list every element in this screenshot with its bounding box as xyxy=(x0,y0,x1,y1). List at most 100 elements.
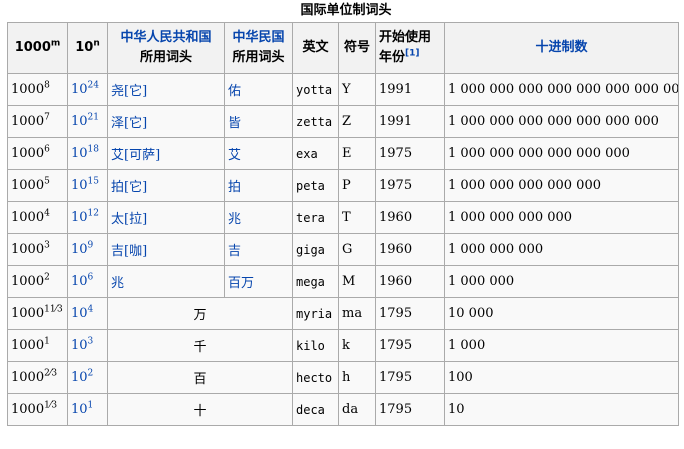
power-1000-cell: 10006 xyxy=(7,137,68,170)
roc-prefix-link[interactable]: 兆 xyxy=(228,212,242,227)
roc-prefix-link[interactable]: 吉 xyxy=(228,244,242,259)
prc-prefix-link[interactable]: 艾[可萨] xyxy=(111,148,161,163)
shared-prefix-cell: 百 xyxy=(107,361,293,394)
power-10-link[interactable]: 104 xyxy=(71,304,94,321)
power-10-link[interactable]: 1021 xyxy=(71,112,99,129)
power-10-cell: 1021 xyxy=(67,105,108,138)
power-10-link[interactable]: 102 xyxy=(71,368,94,385)
power-10-link[interactable]: 101 xyxy=(71,400,94,417)
header-decimal: 十进制数 xyxy=(444,22,679,74)
table-row: 10006 1018 艾[可萨] 艾 exa E 1975 1 000 000 … xyxy=(7,137,679,170)
table-caption: 国际单位制词头 xyxy=(300,3,392,18)
prc-prefix-link[interactable]: 尧[它] xyxy=(111,84,148,99)
prc-link[interactable]: 中华人民共和国 xyxy=(120,30,212,45)
prc-prefix-cell: 艾[可萨] xyxy=(107,137,225,170)
year-cell: 1795 xyxy=(375,393,445,426)
roc-prefix-link[interactable]: 佑 xyxy=(228,84,242,99)
power-1000-cell: 10005 xyxy=(7,169,68,202)
roc-prefix-link[interactable]: 艾 xyxy=(228,148,242,163)
roc-prefix-link[interactable]: 百万 xyxy=(228,276,255,291)
prc-prefix-cell: 太[拉] xyxy=(107,201,225,234)
english-cell: exa xyxy=(292,137,339,170)
prc-prefix-link[interactable]: 拍[它] xyxy=(111,180,148,195)
decimal-cell: 1 000 000 000 000 000 000 xyxy=(444,137,679,170)
year-cell: 1975 xyxy=(375,137,445,170)
roc-prefix-cell: 拍 xyxy=(224,169,293,202)
prc-prefix-link[interactable]: 兆 xyxy=(111,276,125,291)
prc-prefix-cell: 泽[它] xyxy=(107,105,225,138)
power-10-link[interactable]: 109 xyxy=(71,240,94,257)
symbol-cell: Y xyxy=(338,73,376,106)
table-row: 10002⁄3 102 百 hecto h 1795 100 xyxy=(7,361,679,394)
year-cell: 1960 xyxy=(375,201,445,234)
power-10-link[interactable]: 1024 xyxy=(71,80,99,97)
english-cell: myria xyxy=(292,297,339,330)
roc-prefix-link[interactable]: 拍 xyxy=(228,180,242,195)
decimal-cell: 1 000 000 000 000 xyxy=(444,201,679,234)
header-year: 开始使用 年份[1] xyxy=(375,22,445,74)
year-cell: 1975 xyxy=(375,169,445,202)
power-10-cell: 1018 xyxy=(67,137,108,170)
header-power-10: 10n xyxy=(67,22,108,74)
english-cell: zetta xyxy=(292,105,339,138)
symbol-cell: E xyxy=(338,137,376,170)
symbol-cell: G xyxy=(338,233,376,266)
english-cell: peta xyxy=(292,169,339,202)
prc-prefix-cell: 尧[它] xyxy=(107,73,225,106)
header-power-1000: 1000m xyxy=(7,22,68,74)
power-10-link[interactable]: 1018 xyxy=(71,144,99,161)
year-cell: 1960 xyxy=(375,265,445,298)
power-10-cell: 109 xyxy=(67,233,108,266)
header-symbol: 符号 xyxy=(338,22,376,74)
year-cell: 1960 xyxy=(375,233,445,266)
power-10-link[interactable]: 1012 xyxy=(71,208,99,225)
decimal-cell: 1 000 000 000 000 000 000 000 000 xyxy=(444,73,679,106)
decimal-cell: 1 000 000 000 xyxy=(444,233,679,266)
power-10-cell: 104 xyxy=(67,297,108,330)
symbol-cell: ma xyxy=(338,297,376,330)
prc-prefix-link[interactable]: 泽[它] xyxy=(111,116,148,131)
shared-prefix-cell: 万 xyxy=(107,297,293,330)
prc-prefix-link[interactable]: 吉[咖] xyxy=(111,244,148,259)
english-cell: mega xyxy=(292,265,339,298)
symbol-cell: k xyxy=(338,329,376,362)
reference-link[interactable]: [1] xyxy=(405,48,420,59)
decimal-cell: 10 000 xyxy=(444,297,679,330)
english-cell: tera xyxy=(292,201,339,234)
decimal-cell: 10 xyxy=(444,393,679,426)
page: 国际单位制词头 1000m 10n 中华人民共和国 所用词头 xyxy=(7,3,679,426)
roc-prefix-cell: 皆 xyxy=(224,105,293,138)
table-row: 10007 1021 泽[它] 皆 zetta Z 1991 1 000 000… xyxy=(7,105,679,138)
table-row: 10001⁄3 101 十 deca da 1795 10 xyxy=(7,393,679,426)
power-10-link[interactable]: 1015 xyxy=(71,176,99,193)
roc-prefix-link[interactable]: 皆 xyxy=(228,116,242,131)
header-english: 英文 xyxy=(292,22,339,74)
roc-link[interactable]: 中华民国 xyxy=(232,30,285,45)
symbol-cell: da xyxy=(338,393,376,426)
prc-prefix-cell: 兆 xyxy=(107,265,225,298)
power-1000-cell: 10002 xyxy=(7,265,68,298)
roc-prefix-cell: 兆 xyxy=(224,201,293,234)
table-row: 10001 103 千 kilo k 1795 1 000 xyxy=(7,329,679,362)
roc-prefix-cell: 吉 xyxy=(224,233,293,266)
prc-prefix-cell: 吉[咖] xyxy=(107,233,225,266)
power-10-cell: 102 xyxy=(67,361,108,394)
roc-prefix-cell: 艾 xyxy=(224,137,293,170)
shared-prefix-cell: 千 xyxy=(107,329,293,362)
year-cell: 1795 xyxy=(375,329,445,362)
english-cell: giga xyxy=(292,233,339,266)
power-10-cell: 101 xyxy=(67,393,108,426)
power-1000-cell: 10002⁄3 xyxy=(7,361,68,394)
header-prc-prefix: 中华人民共和国 所用词头 xyxy=(107,22,225,74)
table-row: 100011⁄3 104 万 myria ma 1795 10 000 xyxy=(7,297,679,330)
power-1000-cell: 10007 xyxy=(7,105,68,138)
english-cell: deca xyxy=(292,393,339,426)
table-row: 10002 106 兆 百万 mega M 1960 1 000 000 xyxy=(7,265,679,298)
shared-prefix-cell: 十 xyxy=(107,393,293,426)
prc-prefix-link[interactable]: 太[拉] xyxy=(111,212,148,227)
power-10-link[interactable]: 106 xyxy=(71,272,94,289)
table-row: 10003 109 吉[咖] 吉 giga G 1960 1 000 000 0… xyxy=(7,233,679,266)
decimal-cell: 1 000 000 xyxy=(444,265,679,298)
power-10-link[interactable]: 103 xyxy=(71,336,94,353)
decimal-link[interactable]: 十进制数 xyxy=(535,40,588,55)
